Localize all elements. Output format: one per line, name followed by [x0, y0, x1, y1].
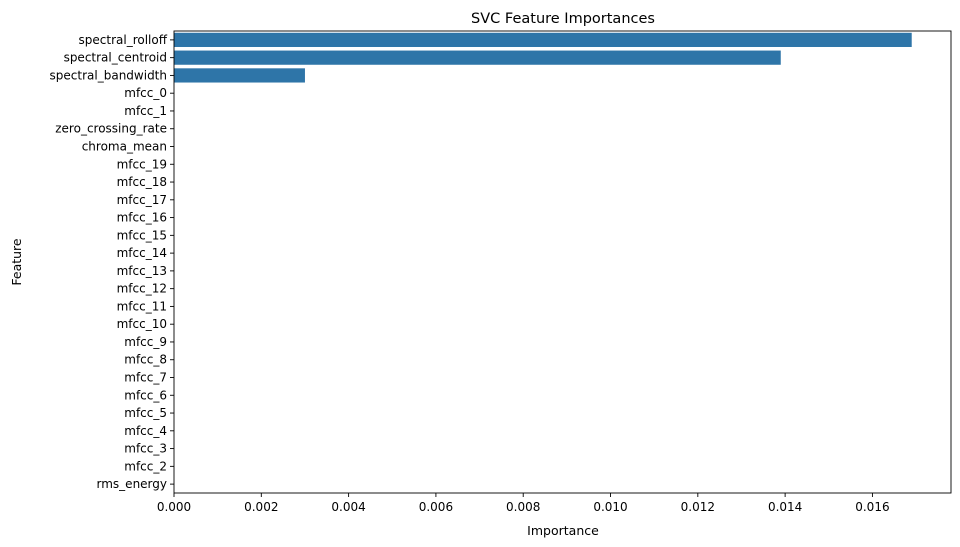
y-tick-label: spectral_centroid [64, 51, 167, 65]
x-axis-label: Importance [527, 523, 599, 538]
y-tick-label: mfcc_14 [117, 246, 167, 260]
y-tick-label: mfcc_13 [117, 264, 167, 278]
y-tick-label: mfcc_12 [117, 282, 167, 296]
bar-spectral_bandwidth [174, 68, 305, 83]
y-tick-label: mfcc_11 [117, 299, 167, 313]
x-tick-label: 0.016 [855, 500, 889, 514]
bars-group [174, 32, 912, 83]
y-axis: spectral_rolloff spectral_centroidspectra… [50, 33, 174, 491]
y-tick-label: mfcc_4 [124, 424, 167, 438]
x-axis: 0.000 0.002 0.004 0.006 0.008 0.010 0.012 0.014… [157, 493, 890, 514]
y-tick-label: mfcc_10 [117, 317, 167, 331]
y-tick-label: zero_crossing_rate [55, 122, 167, 136]
x-tick-label: 0.012 [681, 500, 715, 514]
y-tick-label: mfcc_16 [117, 211, 167, 225]
y-axis-label: Feature [9, 238, 24, 286]
bar-spectral_centroid [174, 50, 781, 65]
x-tick-label: 0.008 [506, 500, 540, 514]
x-tick-label: 0.010 [593, 500, 627, 514]
y-tick-label: mfcc_3 [124, 442, 167, 456]
y-tick-label: spectral_rolloff [79, 33, 168, 47]
y-tick-label: spectral_bandwidth [50, 68, 167, 82]
y-tick-label: mfcc_0 [124, 86, 167, 100]
y-tick-label: mfcc_19 [117, 157, 167, 171]
y-tick-label: rms_energy [97, 477, 167, 491]
bar-spectral_rolloff [174, 32, 912, 47]
y-tick-label: mfcc_17 [117, 193, 167, 207]
x-tick-label: 0.000 [157, 500, 191, 514]
x-tick-label: 0.006 [419, 500, 453, 514]
x-tick-label: 0.002 [244, 500, 278, 514]
y-tick-label: mfcc_15 [117, 228, 167, 242]
y-tick-label: mfcc_7 [124, 371, 167, 385]
y-tick-label: mfcc_18 [117, 175, 167, 189]
y-tick-label: chroma_mean [82, 140, 167, 154]
plot-frame [173, 30, 952, 494]
y-tick-label: mfcc_5 [124, 406, 167, 420]
x-tick-label: 0.004 [331, 500, 365, 514]
x-tick-label: 0.014 [768, 500, 802, 514]
y-tick-label: mfcc_6 [124, 388, 167, 402]
y-tick-label: mfcc_2 [124, 459, 167, 473]
chart-title: SVC Feature Importances [471, 11, 655, 27]
y-tick-label: mfcc_8 [124, 353, 167, 367]
y-tick-label: mfcc_1 [124, 104, 167, 118]
y-tick-label: mfcc_9 [124, 335, 167, 349]
